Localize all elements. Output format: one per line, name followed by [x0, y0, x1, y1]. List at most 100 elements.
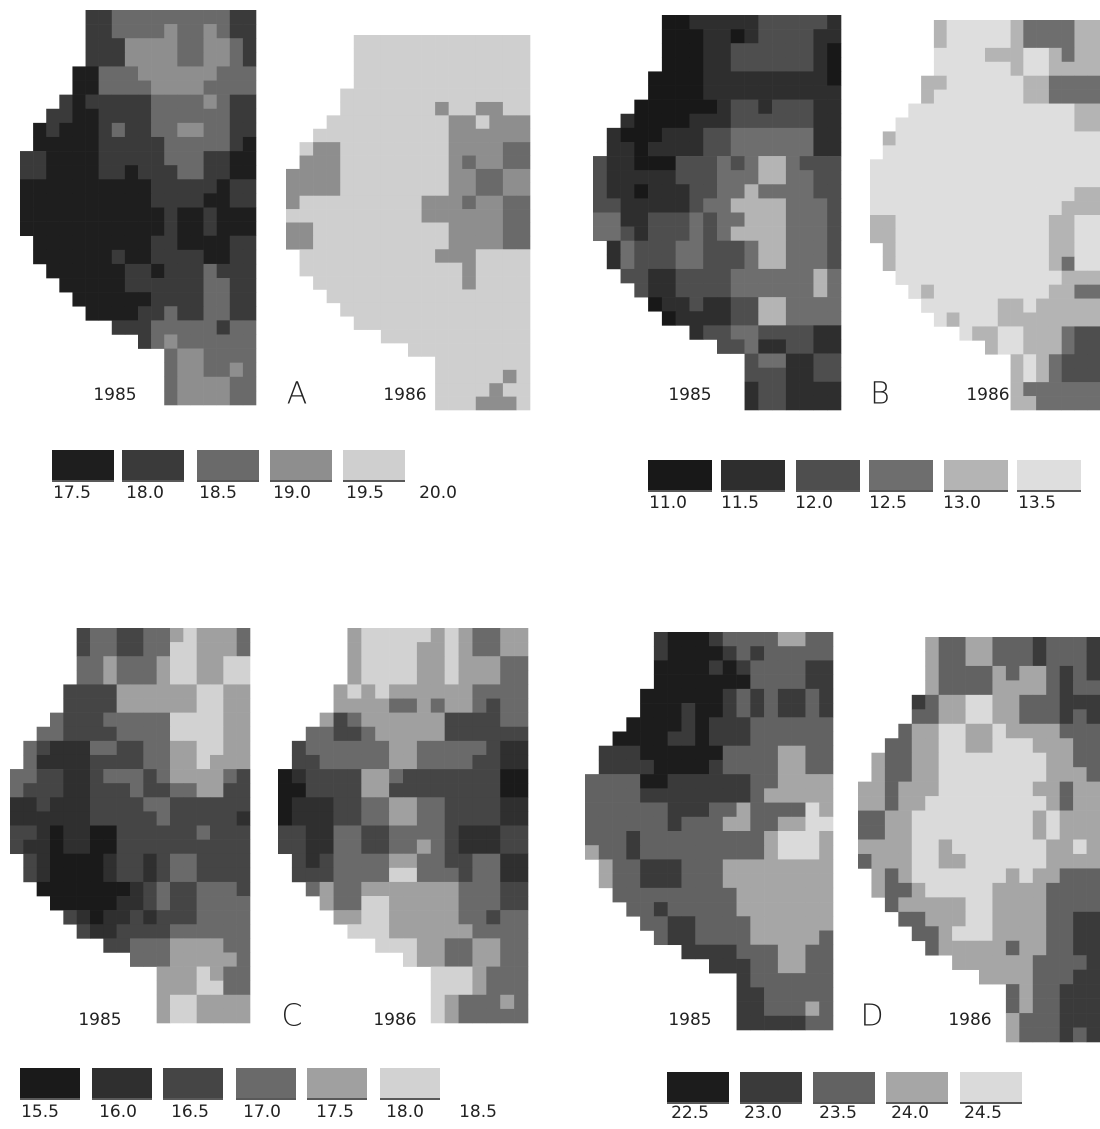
map-cell [230, 81, 243, 95]
map-cell [489, 249, 503, 263]
map-cell [723, 916, 737, 931]
map-cell [1074, 340, 1087, 354]
map-cell [745, 227, 759, 241]
map-cell [243, 38, 256, 52]
map-cell [1023, 313, 1036, 327]
map-cell [230, 222, 243, 236]
map-cell [792, 888, 806, 903]
map-cell [138, 334, 151, 348]
map-cell [347, 628, 361, 642]
map-cell [717, 297, 731, 311]
map-cell [939, 680, 953, 695]
map-cell [883, 145, 896, 159]
map-cell [764, 774, 778, 789]
map-cell [745, 43, 759, 57]
map-cell [223, 727, 237, 741]
map-cell [1023, 131, 1036, 145]
map-cell [1019, 984, 1033, 999]
map-cell [745, 354, 759, 368]
map-cell [959, 215, 972, 229]
map-cell [1046, 984, 1060, 999]
map-cell [59, 264, 72, 278]
map-cell [827, 382, 841, 396]
map-cell [230, 377, 243, 391]
map-cell [792, 859, 806, 874]
map-cell [23, 811, 37, 825]
map-cell [896, 145, 909, 159]
map-cell [72, 278, 85, 292]
map-cell [723, 717, 737, 732]
map-cell [489, 316, 503, 330]
map-cell [103, 882, 117, 896]
map-cell [476, 343, 490, 357]
map-cell [10, 811, 24, 825]
map-cell [1036, 229, 1049, 243]
map-cell [375, 628, 389, 642]
map-cell [1046, 941, 1060, 956]
legend-label: 13.0 [943, 493, 981, 513]
map-cell [435, 330, 449, 344]
map-cell [170, 755, 184, 769]
map-cell [585, 774, 599, 789]
legend-swatch [380, 1068, 440, 1098]
map-cell [885, 796, 899, 811]
map-cell [389, 642, 403, 656]
map-cell [278, 811, 292, 825]
map-cell [183, 811, 197, 825]
map-cell [1087, 173, 1100, 187]
map-cell [223, 670, 237, 684]
map-cell [489, 102, 503, 116]
map-cell [695, 902, 709, 917]
map-cell [778, 931, 792, 946]
map-cell [1074, 396, 1087, 410]
map-cell [939, 868, 953, 883]
map-cell [489, 196, 503, 210]
map-cell [972, 90, 985, 104]
map-cell [695, 788, 709, 803]
map-cell [217, 165, 230, 179]
map-cell [805, 675, 819, 690]
map-cell [640, 774, 654, 789]
map-cell [979, 782, 993, 797]
map-cell [217, 109, 230, 123]
map-cell [703, 114, 717, 128]
map-cell [170, 910, 184, 924]
map-cell [805, 831, 819, 846]
map-cell [634, 184, 648, 198]
map-cell [435, 223, 449, 237]
map-cell [435, 289, 449, 303]
map-cell [1033, 666, 1047, 681]
map-cell [320, 741, 334, 755]
map-cell [858, 782, 872, 797]
map-cell [750, 732, 764, 747]
map-cell [243, 278, 256, 292]
map-cell [883, 159, 896, 173]
map-cell [449, 182, 463, 196]
map-cell [1049, 118, 1062, 132]
map-cell [626, 874, 640, 889]
map-cell [764, 987, 778, 1002]
map-cell [1036, 326, 1049, 340]
map-cell [662, 71, 676, 85]
map-cell [1087, 868, 1100, 883]
map-cell [648, 283, 662, 297]
map-cell [130, 741, 144, 755]
map-cell [800, 269, 814, 283]
map-cell [177, 179, 190, 193]
map-cell [230, 264, 243, 278]
map-cell [334, 910, 348, 924]
map-cell [709, 703, 723, 718]
map-cell [403, 699, 417, 713]
map-cell [347, 924, 361, 938]
map-cell [800, 339, 814, 353]
map-cell [486, 684, 500, 698]
map-cell [320, 840, 334, 854]
map-cell [472, 656, 486, 670]
map-cell [998, 340, 1011, 354]
map-cell [813, 354, 827, 368]
legend-swatch [122, 450, 184, 480]
map-cell [819, 703, 833, 718]
map-cell [183, 656, 197, 670]
map-cell [952, 724, 966, 739]
map-cell [217, 377, 230, 391]
